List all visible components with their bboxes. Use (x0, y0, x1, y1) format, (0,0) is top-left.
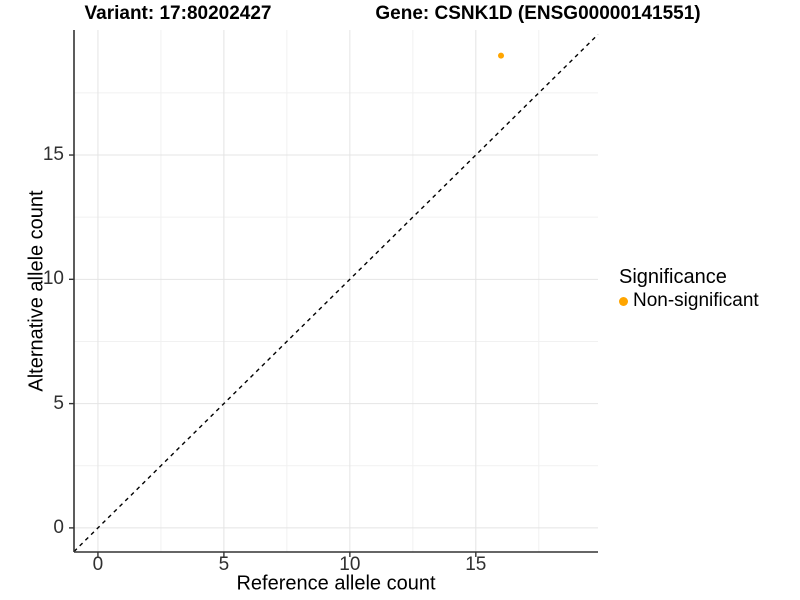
x-tick-label: 0 (92, 554, 104, 575)
x-tick-label: 15 (465, 554, 487, 575)
y-axis-title: Alternative allele count (25, 190, 48, 392)
legend: Significance Non-significant (619, 266, 759, 312)
legend-key-dot-icon (619, 296, 628, 306)
legend-item: Non-significant (619, 290, 759, 312)
x-tick-label: 10 (339, 554, 361, 575)
y-tick-label: 15 (42, 144, 64, 166)
plot-title-gene: Gene: CSNK1D (ENSG00000141551) (375, 3, 701, 24)
y-tick-label: 5 (53, 392, 64, 414)
y-tick-label: 10 (42, 268, 64, 290)
x-tick-label: 5 (218, 554, 230, 575)
identity-line (73, 33, 599, 553)
y-tick-label: 0 (53, 516, 64, 538)
data-point (498, 52, 505, 59)
plot-title-variant: Variant: 17:80202427 (84, 3, 272, 24)
x-axis-title: Reference allele count (236, 572, 436, 595)
legend-title: Significance (619, 266, 727, 288)
legend-item-label: Non-significant (633, 290, 759, 311)
